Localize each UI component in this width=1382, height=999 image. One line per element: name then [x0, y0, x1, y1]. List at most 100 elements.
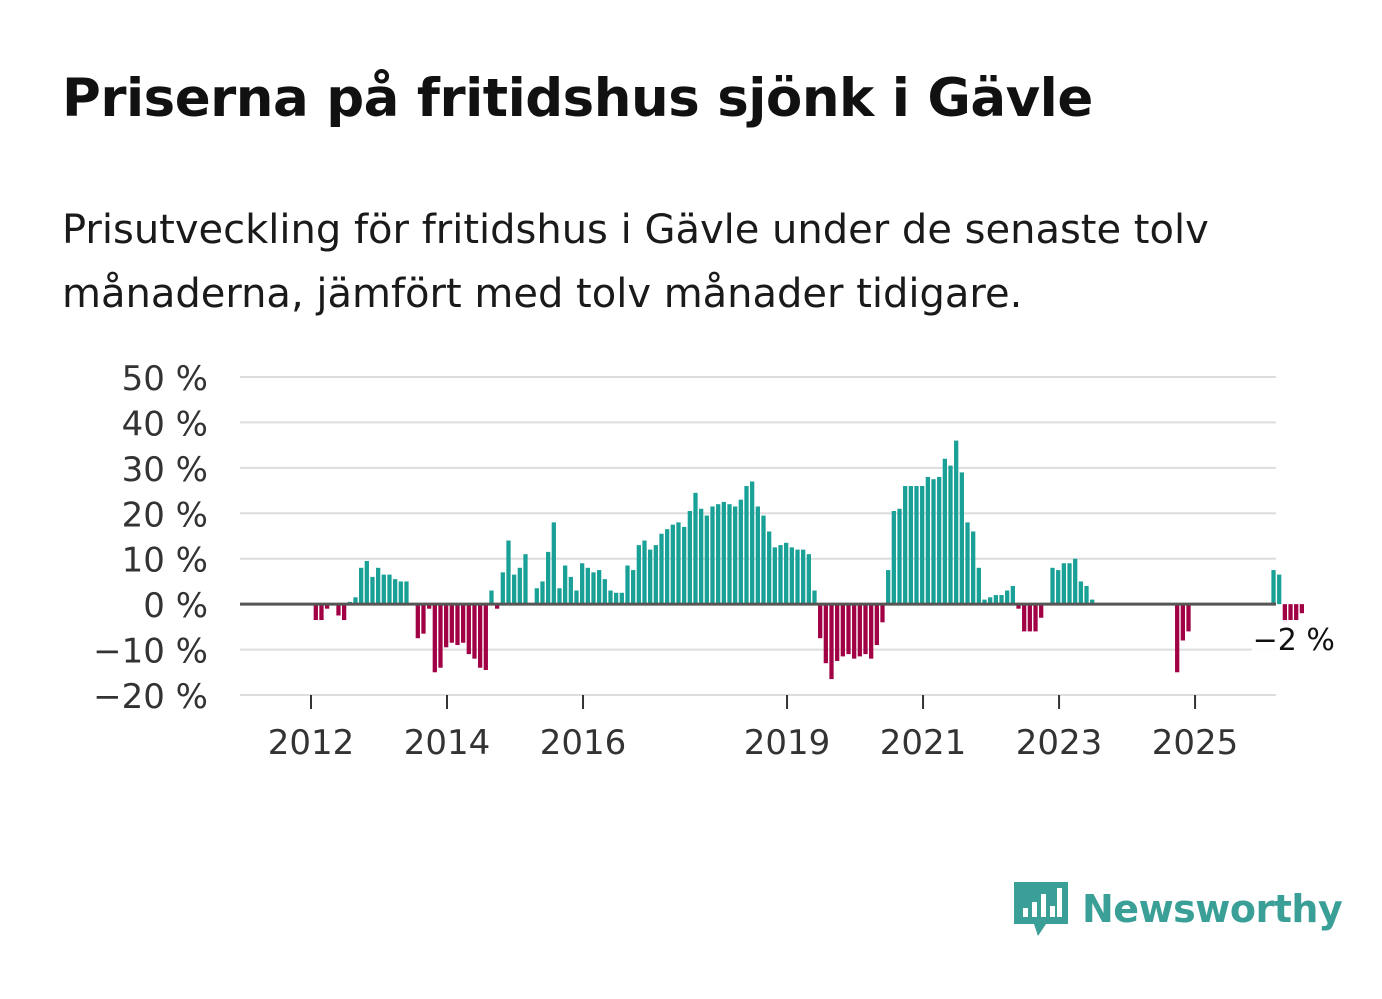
bar — [1288, 604, 1293, 621]
bar — [585, 567, 590, 605]
bar — [398, 581, 403, 605]
bar — [903, 486, 908, 605]
bar — [455, 604, 460, 646]
bar — [795, 549, 800, 605]
bar — [1005, 590, 1010, 605]
bar — [1090, 599, 1095, 605]
bar — [716, 504, 721, 605]
bar — [495, 604, 500, 609]
bar — [920, 486, 925, 605]
bar — [721, 501, 726, 605]
bar — [1180, 604, 1185, 641]
bar — [937, 476, 942, 605]
bar — [1061, 563, 1066, 605]
bar — [466, 604, 471, 655]
bar — [483, 604, 488, 671]
bar — [704, 515, 709, 605]
bar — [438, 604, 443, 668]
bar — [557, 588, 562, 605]
bar — [801, 549, 806, 605]
bar — [1016, 604, 1021, 609]
bar — [818, 604, 823, 639]
bar — [710, 506, 715, 605]
bar — [1299, 604, 1304, 614]
x-tick-label: 2023 — [1016, 723, 1103, 763]
bar — [353, 597, 358, 605]
bar — [370, 576, 375, 605]
bar — [359, 567, 364, 605]
bar — [1039, 604, 1044, 618]
bar — [891, 511, 896, 605]
x-tick-label: 2025 — [1152, 723, 1239, 763]
bar — [534, 588, 539, 605]
bar — [874, 604, 879, 646]
bar — [835, 604, 840, 661]
bar — [1084, 585, 1089, 605]
bar — [1033, 604, 1038, 632]
x-tick-label: 2019 — [744, 723, 831, 763]
bar — [687, 511, 692, 605]
bar — [886, 570, 891, 605]
bar — [478, 604, 483, 668]
bar — [665, 529, 670, 605]
bar — [631, 570, 636, 605]
brand-logo: Newsworthy — [1010, 878, 1343, 940]
bar — [432, 604, 437, 673]
bar — [682, 526, 687, 605]
bar — [846, 604, 851, 655]
bar — [676, 522, 681, 605]
bar — [812, 590, 817, 605]
y-tick-label: 30 % — [122, 450, 208, 490]
y-tick-label: 50 % — [122, 359, 208, 399]
bar — [959, 472, 964, 605]
bar — [965, 522, 970, 605]
bar — [563, 565, 568, 605]
bar — [1186, 604, 1191, 632]
bar — [523, 554, 528, 605]
bar — [761, 515, 766, 605]
bar — [1277, 574, 1282, 605]
bar — [954, 440, 959, 605]
bar — [551, 522, 556, 605]
bar — [540, 581, 545, 605]
x-tick-label: 2012 — [268, 723, 355, 763]
bar — [1010, 585, 1015, 605]
bar — [1078, 581, 1083, 605]
y-tick-label: 20 % — [122, 495, 208, 535]
bar — [614, 592, 619, 605]
bar — [925, 476, 930, 605]
bar — [427, 604, 432, 609]
y-axis-labels: 50 % 40 % 30 % 20 % 10 % 0 % −10 % −20 % — [93, 359, 208, 717]
bar — [1175, 604, 1180, 673]
bar — [444, 604, 449, 648]
bar — [999, 595, 1004, 605]
bar — [659, 533, 664, 605]
bar — [727, 504, 732, 605]
bar — [750, 481, 755, 605]
bar — [449, 604, 454, 643]
bar — [993, 595, 998, 605]
bar — [1022, 604, 1027, 632]
bar — [784, 542, 789, 605]
bar — [404, 581, 409, 605]
bar — [880, 604, 885, 623]
bar — [806, 554, 811, 605]
chart-bars — [313, 440, 1304, 680]
chart-annotation: −2 % — [1251, 620, 1336, 658]
bar — [489, 590, 494, 605]
bar — [342, 604, 347, 621]
bar — [840, 604, 845, 657]
y-tick-label: 0 % — [143, 586, 208, 626]
bar — [381, 574, 386, 605]
bar — [591, 572, 596, 605]
chart-subtitle: Prisutveckling för fritidshus i Gävle un… — [62, 207, 1209, 317]
bar — [325, 604, 330, 609]
bar — [580, 563, 585, 605]
bar — [699, 508, 704, 605]
bar — [336, 604, 341, 616]
bar — [461, 604, 466, 643]
bar — [971, 531, 976, 605]
bar — [755, 506, 760, 605]
bar — [1027, 604, 1032, 632]
